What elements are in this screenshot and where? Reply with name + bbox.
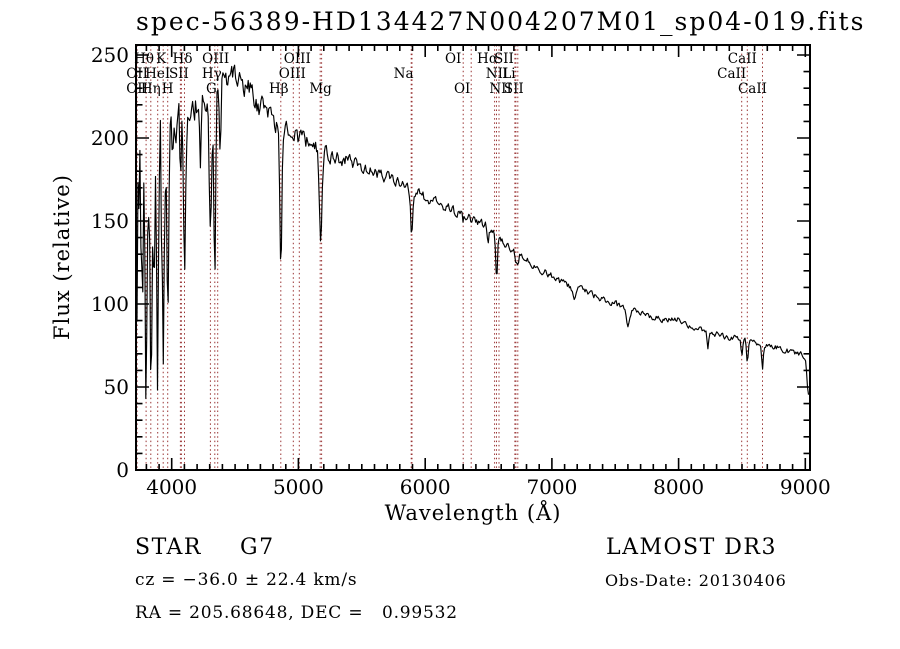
line-label: Li xyxy=(502,66,516,82)
spectral-marker-lines-layer xyxy=(136,45,763,470)
line-label: Hδ xyxy=(173,51,193,67)
x-tick-label: 8000 xyxy=(653,475,704,499)
survey-label: LAMOST DR3 xyxy=(606,535,777,560)
line-label: Hγ xyxy=(202,66,222,82)
ra-dec-value: RA = 205.68648, DEC = 0.99532 xyxy=(135,603,458,623)
x-tick-label: 5000 xyxy=(273,475,324,499)
line-label: Hθ xyxy=(134,51,154,67)
line-label: OI xyxy=(445,51,461,67)
line-label: NII xyxy=(489,81,511,97)
axis-ticks xyxy=(136,45,810,470)
line-label: Mg xyxy=(309,81,332,97)
x-tick-label: 6000 xyxy=(400,475,451,499)
plot-frame-and-ticks xyxy=(135,44,811,471)
line-label: CaII xyxy=(728,51,757,67)
line-label: G xyxy=(206,81,217,97)
x-axis-title: Wavelength (Å) xyxy=(384,501,562,525)
line-label: Hα xyxy=(477,51,498,67)
y-tick-label: 150 xyxy=(91,209,129,233)
x-tick-label: 7000 xyxy=(526,475,577,499)
axis-tick-labels: 4000 5000 6000 7000 8000 9000 0 50 100 150 200 250 xyxy=(91,43,831,499)
line-label: Hη xyxy=(141,81,161,97)
line-label: H xyxy=(162,81,174,97)
y-axis-title: Flux (relative) xyxy=(50,174,74,340)
y-tick-label: 250 xyxy=(91,43,129,67)
spectrum-trace xyxy=(135,64,810,400)
x-tick-label: 9000 xyxy=(780,475,831,499)
x-tick-label: 4000 xyxy=(146,475,197,499)
line-label: SII xyxy=(494,51,514,67)
subclass-label: G7 xyxy=(240,535,275,560)
line-label: Hβ xyxy=(269,81,289,97)
cz-value: cz = −36.0 ± 22.4 km/s xyxy=(135,570,358,590)
line-label: SII xyxy=(504,81,524,97)
y-tick-label: 200 xyxy=(91,126,129,150)
y-tick-label: 0 xyxy=(116,458,129,482)
plot-border xyxy=(135,44,811,471)
y-tick-label: 50 xyxy=(104,375,129,399)
spectrum-trace-layer xyxy=(135,64,810,400)
line-label: K xyxy=(156,51,167,67)
line-label: OIII xyxy=(279,66,306,82)
line-label: CaII xyxy=(738,81,767,97)
y-tick-label: 100 xyxy=(91,292,129,316)
line-label: CaII xyxy=(717,66,746,82)
line-label: Na xyxy=(394,66,414,82)
line-label: OII xyxy=(126,66,148,82)
line-label: NII xyxy=(486,66,508,82)
line-label: OI xyxy=(454,81,470,97)
obs-date: Obs-Date: 20130406 xyxy=(605,571,787,590)
line-label: OIII xyxy=(202,51,229,67)
plot-title: spec-56389-HD134427N004207M01_sp04-019.f… xyxy=(136,7,866,36)
line-label: SII xyxy=(169,66,189,82)
line-label: HeI xyxy=(145,66,170,82)
classification-label: STAR xyxy=(135,535,202,560)
line-label: OIII xyxy=(284,51,311,67)
